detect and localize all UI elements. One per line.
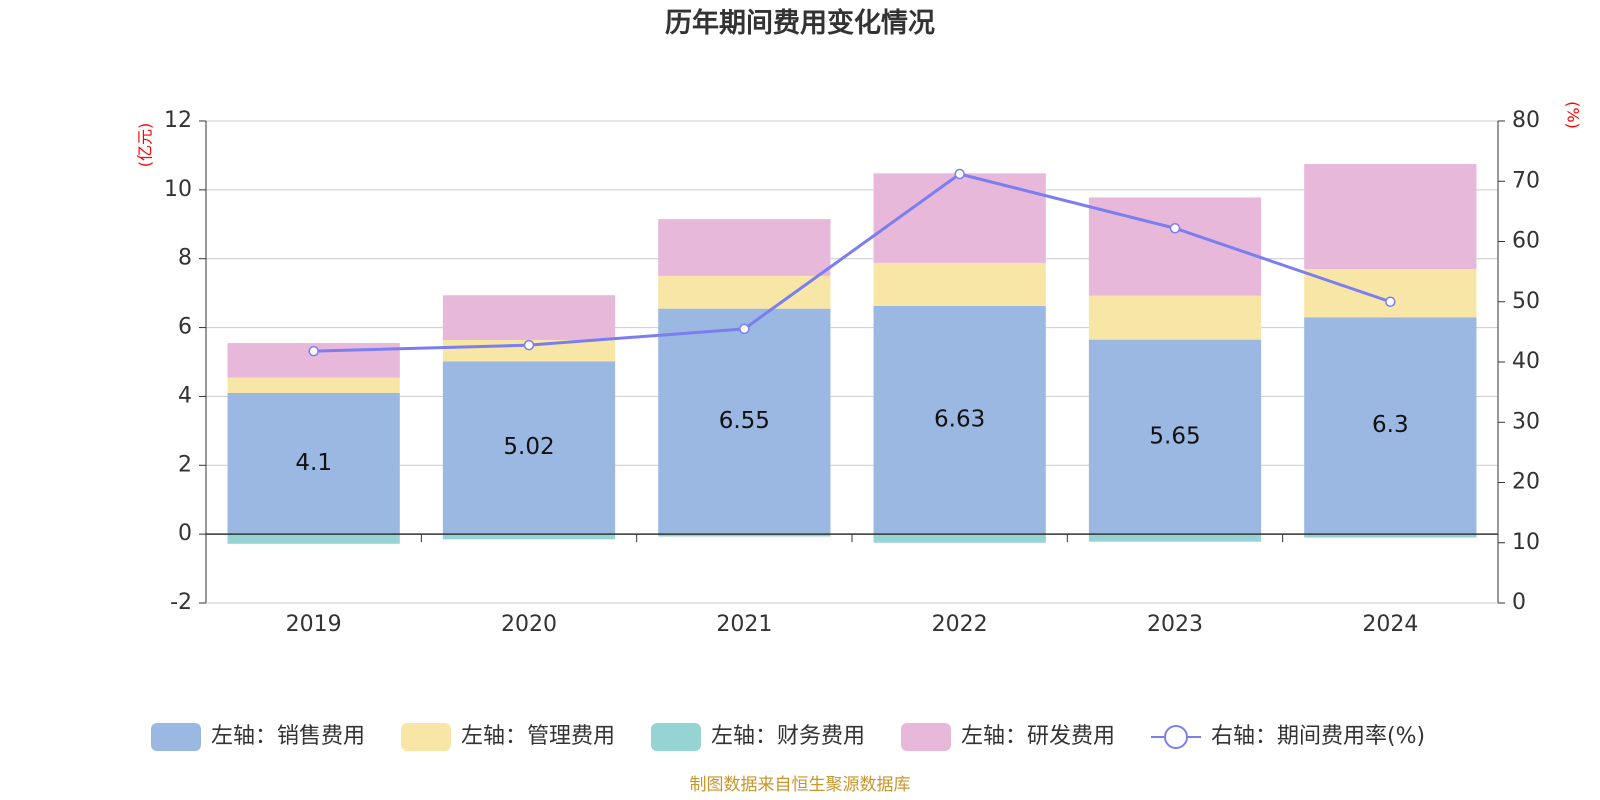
x-tick-label: 2024 (1362, 612, 1418, 637)
bar-data-label: 4.1 (295, 450, 332, 476)
rate-line (313, 172, 1391, 353)
bar (658, 275, 831, 309)
bar (1088, 339, 1262, 535)
bar (442, 361, 616, 535)
bar-series (227, 164, 1477, 544)
bar (1304, 534, 1477, 538)
bar (658, 308, 831, 535)
bar-data-label: 5.65 (1149, 423, 1200, 449)
right-axis-unit: (%) (1564, 101, 1583, 129)
bar-labels: 4.1 5.02 6.55 6.63 5.65 6.3 (295, 407, 1408, 477)
left-tick-label: 0 (178, 521, 192, 546)
bar (873, 305, 1046, 535)
bar (1088, 295, 1262, 340)
left-tick-label: 2 (178, 452, 192, 477)
x-tick-label: 2020 (501, 612, 557, 637)
bar-data-label: 6.63 (934, 407, 985, 433)
chart-title: 历年期间费用变化情况 (665, 7, 935, 39)
left-tick-label: 10 (164, 177, 192, 202)
bar (873, 262, 1046, 306)
left-tick-label: 6 (178, 315, 192, 340)
right-tick-label: 0 (1512, 590, 1526, 615)
legend: 左轴：销售费用 左轴：管理费用 左轴：财务费用 左轴：研发费用 右轴：期间费用率(%) (151, 723, 1425, 751)
right-tick-label: 40 (1512, 349, 1540, 374)
bar (1088, 534, 1262, 542)
axes: -2 0 2 4 6 8 10 12 0 10 20 30 40 50 60 70 80 2019 2020 2021… (164, 108, 1540, 637)
left-tick-label: 4 (178, 383, 192, 408)
legend-swatch (401, 723, 451, 751)
source-note: 制图数据来自恒生聚源数据库 (690, 775, 911, 795)
legend-swatch (901, 723, 951, 751)
left-axis-unit: (亿元) (136, 123, 155, 168)
x-tick-label: 2022 (932, 612, 988, 637)
rate-point (523, 339, 535, 351)
x-tick-label: 2019 (286, 612, 342, 637)
legend-label: 右轴：期间费用率(%) (1211, 724, 1425, 749)
bar (227, 377, 400, 393)
bar (1304, 164, 1477, 270)
right-tick-label: 30 (1512, 409, 1540, 434)
bar (873, 534, 1046, 543)
bar-data-label: 6.55 (719, 408, 770, 434)
bar-data-label: 6.3 (1372, 412, 1409, 438)
legend-swatch (651, 723, 701, 751)
legend-swatch (151, 723, 201, 751)
rate-point (1169, 222, 1181, 234)
bar-data-label: 5.02 (503, 434, 554, 460)
legend-label: 左轴：研发费用 (961, 724, 1115, 749)
x-tick-label: 2021 (716, 612, 772, 637)
left-tick-label: 12 (164, 108, 192, 133)
bar (658, 534, 831, 537)
bar (442, 295, 616, 340)
bar (227, 392, 400, 535)
line-series (308, 168, 1396, 357)
left-tick-label: 8 (178, 246, 192, 271)
rate-point (739, 323, 750, 335)
right-tick-label: 60 (1512, 229, 1540, 254)
legend-swatch (1164, 725, 1188, 749)
right-tick-label: 50 (1512, 289, 1540, 314)
right-tick-label: 10 (1512, 530, 1540, 555)
x-tick-label: 2023 (1147, 612, 1203, 637)
right-tick-label: 70 (1512, 168, 1540, 193)
rate-point (1385, 296, 1396, 307)
bar (227, 534, 400, 544)
bar (1304, 317, 1477, 535)
bar (442, 534, 616, 540)
bar (1304, 269, 1477, 318)
rate-point (308, 345, 319, 357)
left-tick-label: -2 (170, 590, 192, 615)
bar (658, 219, 831, 276)
legend-label: 左轴：管理费用 (461, 724, 615, 749)
right-tick-label: 20 (1512, 470, 1540, 495)
gridlines (206, 120, 1498, 604)
legend-label: 左轴：销售费用 (211, 724, 365, 749)
legend-label: 左轴：财务费用 (711, 724, 865, 749)
rate-point (954, 168, 965, 180)
right-tick-label: 80 (1512, 108, 1540, 133)
